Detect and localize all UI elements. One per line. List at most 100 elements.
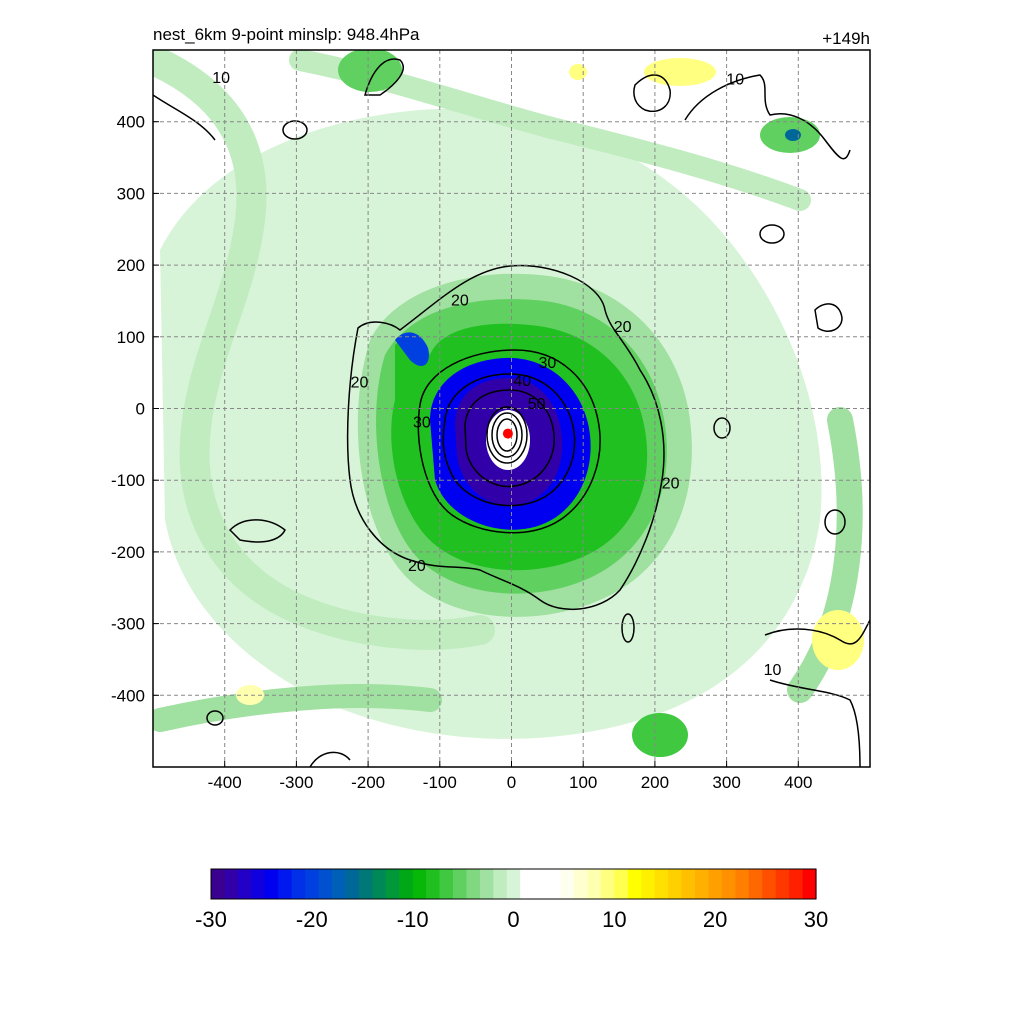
colorbar-swatch (479, 869, 494, 899)
colorbar-tick-label: 20 (703, 907, 727, 932)
x-tick-label: -300 (279, 773, 313, 792)
x-tick-label: 400 (784, 773, 812, 792)
y-tick-label: 100 (117, 328, 145, 347)
colorbar-swatch (412, 869, 427, 899)
contour-label: 10 (764, 662, 782, 679)
contour-label: 20 (408, 558, 426, 575)
x-tick-label: 0 (507, 773, 516, 792)
colorbar-swatch (681, 869, 696, 899)
colorbar-swatch (627, 869, 642, 899)
contour-10-northwest (153, 94, 216, 141)
contour-10-island-5 (621, 613, 635, 643)
x-tick-label: 200 (641, 773, 669, 792)
colorbar-swatch (668, 869, 683, 899)
colorbar-swatch (721, 869, 736, 899)
colorbar-swatch (426, 869, 441, 899)
colorbar-swatch (735, 869, 750, 899)
colorbar-swatch (641, 869, 656, 899)
y-tick-label: -400 (111, 686, 145, 705)
forecast-hour-label: +149h (822, 29, 870, 48)
wind-contours (153, 58, 870, 767)
contour-10-north-small (633, 74, 671, 112)
contour-10-west (228, 519, 286, 543)
grid (153, 50, 870, 767)
contour-label: 20 (614, 319, 632, 336)
chart-title: nest_6km 9-point minslp: 948.4hPa (153, 25, 420, 44)
colorbar-swatch (587, 869, 602, 899)
colorbar-frame (210, 868, 817, 900)
colorbar-swatch (802, 869, 817, 899)
colorbar-swatch (399, 869, 414, 899)
colorbar-swatch (600, 869, 615, 899)
x-axis: -400 -300 -200 -100 0 100 200 300 400 (208, 761, 812, 792)
colorbar-swatch (708, 869, 723, 899)
y-tick-label: 400 (117, 113, 145, 132)
x-tick-label: -400 (208, 773, 242, 792)
colorbar-labels: -30 -20 -10 0 10 20 30 (195, 907, 828, 932)
colorbar-swatch (506, 869, 521, 899)
contour-60 (486, 406, 528, 464)
colorbar-swatch (614, 869, 629, 899)
contour-10-island-1 (759, 224, 785, 244)
storm-center-marker (502, 428, 513, 439)
colorbar-swatch (345, 869, 360, 899)
contour-label: 30 (538, 355, 556, 372)
colorbar-swatch (695, 869, 710, 899)
colorbar-swatch (385, 869, 400, 899)
contour-10-east (764, 619, 870, 645)
shading-blob-northeast-core (785, 129, 801, 141)
colorbar-swatch (775, 869, 790, 899)
contour-50 (464, 389, 555, 488)
colorbar-tick-label: -10 (397, 907, 429, 932)
contour-30 (417, 349, 601, 534)
colorbar-swatch (332, 869, 347, 899)
contour-label: 20 (451, 293, 469, 310)
y-axis: 400 300 200 100 0 -100 -200 -300 -400 (111, 113, 159, 705)
contour-10-east-small (814, 303, 843, 332)
colorbar-tick-label: 30 (804, 907, 828, 932)
shading-blob-south (632, 713, 688, 757)
shading-eye (486, 410, 530, 470)
y-tick-label: 300 (117, 184, 145, 203)
contour-label: 40 (513, 373, 531, 390)
contour-label: 50 (528, 396, 546, 413)
colorbar-swatch (547, 869, 562, 899)
colorbar-swatch (453, 869, 468, 899)
colorbar-swatch (211, 869, 226, 899)
colorbar-swatch (560, 869, 575, 899)
shading-positive-southwest (236, 685, 264, 705)
contour-label: 20 (351, 374, 369, 391)
colorbar-swatch (493, 869, 508, 899)
colorbar-tick-label: 10 (602, 907, 626, 932)
colorbar-swatch (654, 869, 669, 899)
colorbar-swatch (748, 869, 763, 899)
contour-labels: 10 10 10 20 20 20 20 20 30 30 40 50 (212, 70, 781, 679)
x-tick-label: 300 (712, 773, 740, 792)
contour-20 (346, 264, 665, 611)
y-tick-label: -300 (111, 615, 145, 634)
colorbar-swatch (533, 869, 548, 899)
shading-vortex-notch (395, 332, 429, 367)
contour-70 (491, 412, 523, 458)
colorbar-swatch (278, 869, 293, 899)
colorbar-swatch (762, 869, 777, 899)
colorbar-swatch (291, 869, 306, 899)
shading-spiral-arm-west (153, 50, 495, 650)
colorbar-swatch (574, 869, 589, 899)
contour-10-south (309, 751, 351, 767)
colorbar-tick-label: -30 (195, 907, 227, 932)
shading-spiral-arm-east (787, 407, 863, 703)
colorbar-swatch (264, 869, 279, 899)
contour-label: 10 (212, 70, 230, 87)
colorbar-swatch (439, 869, 454, 899)
contour-10-island-4 (206, 710, 224, 726)
colorbar-tick-label: 0 (507, 907, 519, 932)
contour-10-north (364, 58, 404, 96)
contour-40 (442, 373, 576, 507)
contour-label: 30 (413, 414, 431, 431)
y-tick-label: -100 (111, 471, 145, 490)
contour-80 (496, 418, 518, 452)
y-tick-label: 0 (136, 400, 145, 419)
colorbar-swatch (305, 869, 320, 899)
